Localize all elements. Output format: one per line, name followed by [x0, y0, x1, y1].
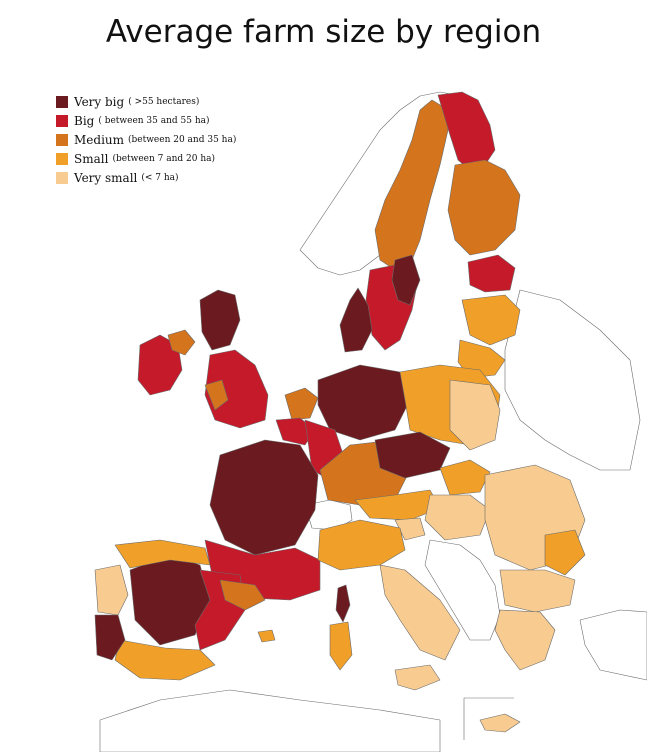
region-eastern-poland — [449, 379, 501, 451]
legend-item-very-small: Very small (< 7 ha) — [56, 169, 236, 187]
region-portugal-south — [94, 614, 126, 661]
region-andalusia — [114, 639, 216, 681]
region-greece — [494, 609, 556, 671]
region-sardinia — [329, 621, 353, 671]
region-portugal-north — [94, 564, 129, 616]
region-balearic — [257, 629, 276, 643]
region-north-africa — [99, 689, 441, 752]
region-bulgaria — [499, 569, 576, 613]
region-corsica — [335, 584, 351, 623]
legend-item-small: Small (between 7 and 20 ha) — [56, 150, 236, 168]
region-romania-south-east — [544, 529, 586, 576]
region-balkans — [424, 539, 501, 641]
map-title: Average farm size by region — [105, 14, 542, 50]
region-finland-north — [437, 91, 496, 171]
region-russia-belarus-ukraine — [504, 289, 641, 471]
region-slovenia — [394, 517, 426, 541]
legend-note-small: (between 7 and 20 ha) — [112, 154, 216, 164]
region-north-germany — [317, 364, 411, 441]
region-estonia — [467, 254, 516, 293]
legend-note-medium: (between 20 and 35 ha) — [128, 135, 237, 145]
cyprus-inset-frame — [463, 697, 514, 740]
legend-item-very-big: Very big ( >55 hectares) — [56, 93, 236, 111]
legend-note-very-big: ( >55 hectares) — [128, 97, 200, 107]
legend-swatch-very-big — [56, 96, 68, 108]
region-hungary — [424, 494, 491, 541]
legend: Very big ( >55 hectares) Big ( between 3… — [56, 93, 236, 188]
region-turkey — [579, 609, 647, 681]
region-spain-north — [114, 539, 211, 569]
region-denmark — [339, 287, 373, 353]
region-czech — [374, 431, 451, 479]
legend-label-very-small: Very small — [74, 171, 138, 185]
legend-note-very-small: (< 7 ha) — [141, 173, 179, 183]
region-finland-south — [447, 159, 521, 256]
region-north-italy — [317, 519, 406, 571]
region-sicily — [394, 664, 441, 691]
legend-swatch-small — [56, 153, 68, 165]
region-catalonia — [219, 579, 266, 611]
legend-label-medium: Medium — [74, 133, 125, 147]
legend-label-big: Big — [74, 114, 95, 128]
region-northern-ireland — [167, 329, 196, 356]
legend-label-very-big: Very big — [74, 95, 125, 109]
legend-swatch-big — [56, 115, 68, 127]
region-scotland — [199, 289, 241, 351]
region-latvia — [461, 294, 521, 346]
legend-label-small: Small — [74, 152, 109, 166]
eu-regions — [94, 91, 586, 733]
region-wales — [204, 379, 229, 411]
region-skane — [391, 254, 421, 306]
legend-item-medium: Medium (between 20 and 35 ha) — [56, 131, 236, 149]
legend-item-big: Big ( between 35 and 55 ha) — [56, 112, 236, 130]
region-netherlands — [284, 387, 319, 421]
region-france — [209, 439, 319, 556]
non-eu-land — [99, 91, 647, 752]
legend-swatch-medium — [56, 134, 68, 146]
legend-note-big: ( between 35 and 55 ha) — [98, 116, 210, 126]
region-slovakia — [439, 459, 491, 496]
legend-swatch-very-small — [56, 172, 68, 184]
region-ireland — [137, 334, 183, 396]
region-england — [204, 349, 269, 429]
region-south-italy — [379, 564, 461, 661]
region-cyprus — [479, 713, 521, 733]
